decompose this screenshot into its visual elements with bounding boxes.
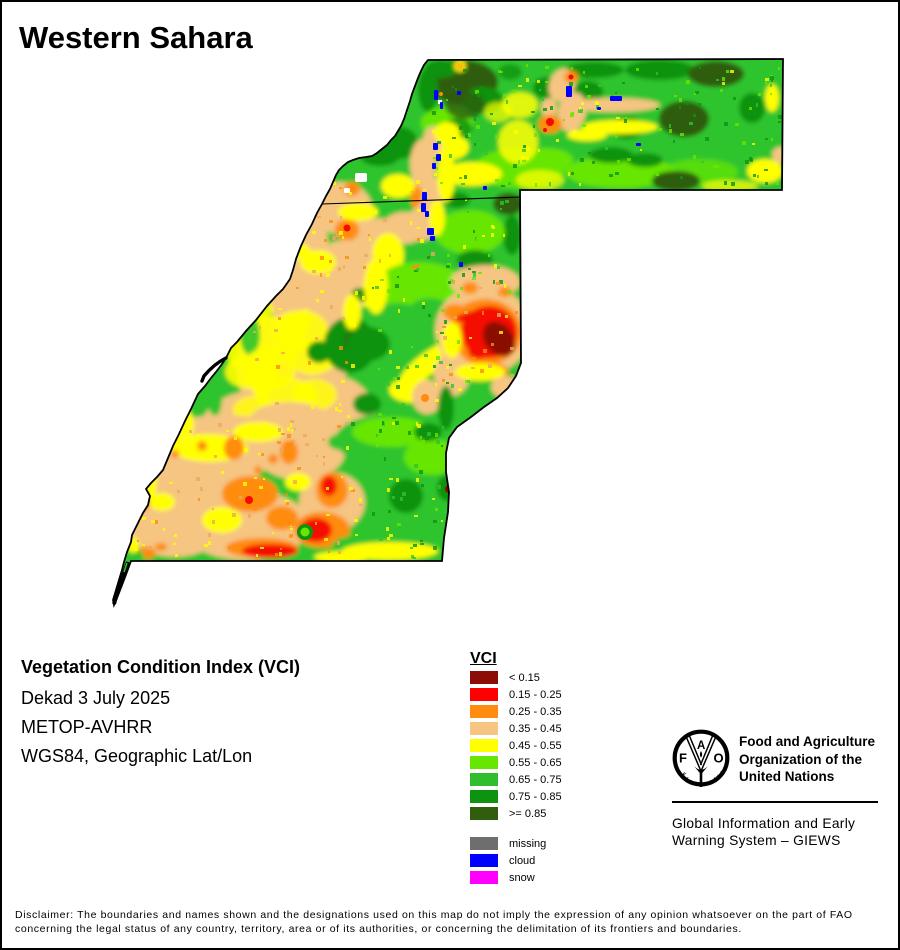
svg-text:A: A [709, 779, 715, 786]
svg-text:P: P [704, 781, 709, 788]
svg-text:A: A [697, 740, 705, 752]
svg-text:F: F [681, 772, 687, 779]
svg-text:O: O [714, 751, 724, 766]
svg-text:F: F [679, 751, 687, 766]
svg-text:N: N [713, 776, 719, 783]
svg-text:I: I [685, 776, 689, 782]
svg-text:I: I [717, 774, 722, 780]
svg-text:S: S [719, 769, 726, 776]
svg-text:T: T [694, 781, 698, 787]
svg-text:A: A [688, 779, 694, 786]
